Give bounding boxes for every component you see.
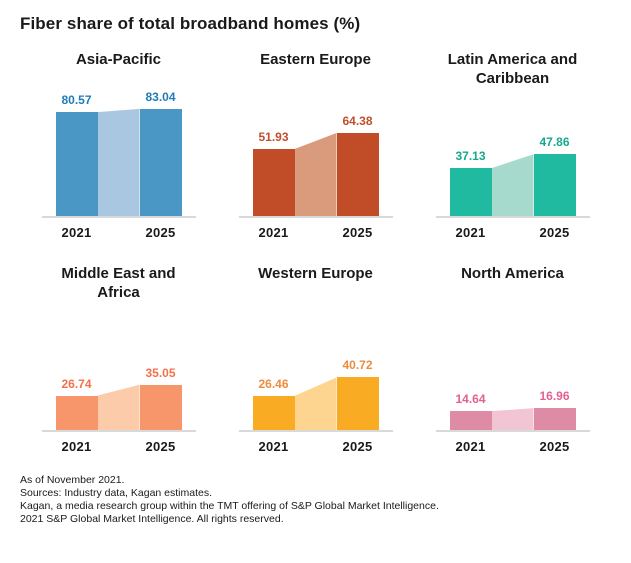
mini-chart-western-europe: Western Europe 26.46 40.72 2021 2025 (217, 264, 414, 454)
mini-chart-latin-america-caribbean: Latin America and Caribbean 37.13 47.86 … (414, 50, 611, 240)
year-axis: 2021 2025 (56, 225, 182, 240)
year-label-2025: 2025 (145, 439, 176, 454)
chart-title: Latin America and Caribbean (447, 51, 578, 87)
year-label-2025: 2025 (342, 225, 373, 240)
footnote-line: Kagan, a media research group within the… (20, 500, 439, 512)
bar-2025 (533, 408, 576, 430)
plot-area: 37.13 47.86 (449, 92, 576, 216)
span-area (97, 108, 140, 216)
chart-title: Asia-Pacific (75, 51, 162, 68)
bar-2021 (55, 395, 98, 430)
chart-title: Eastern Europe (260, 51, 371, 68)
charts-grid: Asia-Pacific 80.57 83.04 2021 2025 Easte… (20, 50, 611, 454)
bar-2025 (139, 108, 182, 216)
plot-area: 51.93 64.38 (252, 92, 379, 216)
value-label-2025: 40.72 (342, 358, 373, 373)
bar-2021 (449, 411, 492, 430)
chart-title: Western Europe (258, 265, 373, 282)
plot-area: 26.46 40.72 (252, 306, 379, 430)
footnotes: As of November 2021. Sources: Industry d… (20, 474, 611, 526)
chart-page: Fiber share of total broadband homes (%)… (20, 14, 611, 526)
value-label-2021: 26.46 (258, 376, 289, 391)
year-axis: 2021 2025 (450, 439, 576, 454)
footnote-line: 2021 S&P Global Market Intelligence. All… (20, 513, 284, 525)
value-label-2025: 64.38 (342, 113, 373, 128)
page-title: Fiber share of total broadband homes (%) (20, 14, 361, 33)
year-label-2025: 2025 (342, 439, 373, 454)
year-axis: 2021 2025 (253, 225, 379, 240)
year-label-2021: 2021 (61, 439, 92, 454)
value-label-2025: 35.05 (145, 365, 176, 380)
year-label-2021: 2021 (258, 225, 289, 240)
value-label-2021: 26.74 (61, 376, 92, 391)
year-label-2021: 2021 (455, 439, 486, 454)
bar-2021 (55, 112, 98, 216)
value-label-2025: 83.04 (145, 89, 176, 104)
value-label-2021: 80.57 (61, 93, 92, 108)
bar-2025 (336, 377, 379, 430)
chart-title: North America (461, 265, 564, 282)
year-label-2021: 2021 (258, 439, 289, 454)
value-label-2021: 51.93 (258, 130, 289, 145)
footnote-line: Sources: Industry data, Kagan estimates. (20, 487, 213, 499)
year-label-2021: 2021 (61, 225, 92, 240)
mini-chart-eastern-europe: Eastern Europe 51.93 64.38 2021 2025 (217, 50, 414, 240)
value-label-2021: 37.13 (455, 149, 486, 164)
year-label-2025: 2025 (539, 439, 570, 454)
chart-title: Middle East and Africa (61, 265, 176, 301)
axis-baseline (41, 430, 196, 432)
bar-2025 (533, 154, 576, 216)
year-axis: 2021 2025 (450, 225, 576, 240)
axis-baseline (435, 430, 590, 432)
axis-baseline (41, 216, 196, 218)
axis-baseline (238, 430, 393, 432)
year-label-2025: 2025 (145, 225, 176, 240)
mini-chart-middle-east-africa: Middle East and Africa 26.74 35.05 2021 … (20, 264, 217, 454)
value-label-2025: 16.96 (539, 389, 570, 404)
bar-2021 (449, 168, 492, 216)
plot-area: 14.64 16.96 (449, 306, 576, 430)
value-label-2021: 14.64 (455, 392, 486, 407)
footnote-line: As of November 2021. (20, 474, 125, 486)
mini-chart-north-america: North America 14.64 16.96 2021 2025 (414, 264, 611, 454)
bar-2025 (336, 132, 379, 216)
year-axis: 2021 2025 (56, 439, 182, 454)
year-label-2025: 2025 (539, 225, 570, 240)
bar-2021 (252, 395, 295, 430)
axis-baseline (435, 216, 590, 218)
bar-2021 (252, 149, 295, 216)
span-area (491, 408, 534, 430)
plot-area: 26.74 35.05 (55, 306, 182, 430)
span-area (294, 132, 337, 216)
year-axis: 2021 2025 (253, 439, 379, 454)
year-label-2021: 2021 (455, 225, 486, 240)
axis-baseline (238, 216, 393, 218)
mini-chart-asia-pacific: Asia-Pacific 80.57 83.04 2021 2025 (20, 50, 217, 240)
bar-2025 (139, 384, 182, 430)
value-label-2025: 47.86 (539, 135, 570, 150)
plot-area: 80.57 83.04 (55, 90, 182, 216)
